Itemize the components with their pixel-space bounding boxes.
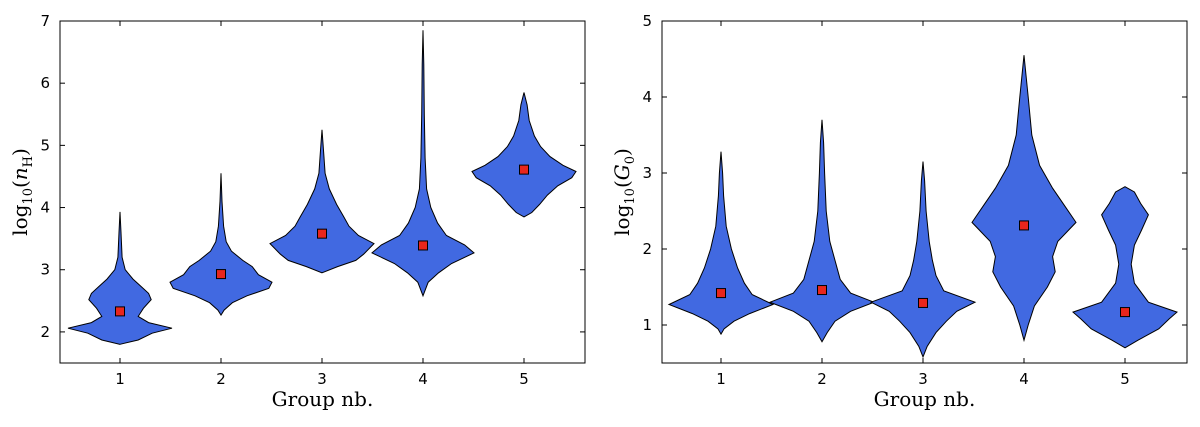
violin-group-3 [869, 161, 977, 359]
ylabel-log-subscript: 10 [623, 188, 638, 205]
x-tick-label-5: 5 [519, 370, 529, 388]
y-tick-label-4: 4 [40, 199, 50, 217]
y-tick-label-4: 4 [642, 88, 652, 106]
x-tick-label-5: 5 [1120, 370, 1130, 388]
x-tick-label-2: 2 [216, 370, 226, 388]
y-axis-label: log10(nH) [8, 148, 36, 236]
ylabel-log: log [610, 204, 634, 235]
ylabel-open-paren: ( [610, 180, 634, 188]
x-axis-label: Group nb. [272, 387, 374, 411]
violin-group-2 [169, 173, 273, 317]
y-axis-ticks: 2 3 4 5 6 7 [40, 12, 585, 341]
ylabel-variable-subscript: 0 [623, 156, 638, 164]
median-marker-group-2 [216, 269, 226, 280]
median-marker-group-2 [817, 285, 827, 296]
x-tick-label-2: 2 [817, 370, 827, 388]
x-axis-ticks: 1 2 3 4 5 [716, 21, 1130, 388]
x-tick-label-4: 4 [1019, 370, 1029, 388]
median-marker-group-5 [1120, 307, 1130, 318]
y-axis-label: log10(G0) [610, 148, 638, 236]
violin-group-5 [1072, 186, 1178, 349]
ylabel-variable: n [8, 167, 32, 180]
panel-right-g0-violins: 1 2 3 4 5 1 2 3 4 5 Group nb. log10(G0) [610, 12, 1188, 411]
median-marker-group-1 [716, 288, 726, 299]
violin-group-3 [269, 129, 375, 274]
ylabel-log-subscript: 10 [21, 188, 36, 205]
ylabel-close-paren: ) [610, 148, 634, 156]
x-tick-label-1: 1 [716, 370, 726, 388]
violin-group-5 [471, 92, 577, 218]
median-marker-group-5 [519, 164, 529, 175]
y-axis-ticks: 1 2 3 4 5 [642, 12, 1187, 334]
ylabel-close-paren: ) [8, 148, 32, 156]
y-tick-label-2: 2 [642, 240, 652, 258]
x-tick-label-4: 4 [418, 370, 428, 388]
y-tick-label-1: 1 [642, 316, 652, 334]
ylabel-variable-subscript: H [21, 156, 36, 167]
median-marker-group-3 [918, 297, 928, 308]
y-tick-label-2: 2 [40, 323, 50, 341]
plot-frame [661, 20, 1188, 364]
y-tick-label-3: 3 [40, 261, 50, 279]
ylabel-variable: G [610, 164, 634, 180]
violin-group-1 [667, 151, 775, 336]
x-axis-label: Group nb. [874, 387, 976, 411]
x-axis-ticks: 1 2 3 4 5 [115, 21, 529, 388]
violin-group-1 [67, 211, 173, 345]
y-tick-label-6: 6 [40, 74, 50, 92]
ylabel-open-paren: ( [8, 180, 32, 188]
violin-group-4 [371, 30, 475, 298]
median-marker-group-1 [115, 306, 125, 317]
y-tick-label-5: 5 [642, 12, 652, 30]
violin-group-2 [768, 119, 876, 343]
y-tick-label-3: 3 [642, 164, 652, 182]
x-tick-label-3: 3 [317, 370, 327, 388]
panel-left-nh-violins: 1 2 3 4 5 2 3 4 5 6 7 Group nb. log10(nH) [8, 12, 586, 411]
median-marker-group-4 [1019, 220, 1029, 231]
median-marker-group-4 [418, 240, 428, 251]
y-tick-label-5: 5 [40, 136, 50, 154]
x-tick-label-1: 1 [115, 370, 125, 388]
violin-group [667, 55, 1178, 359]
ylabel-log: log [8, 204, 32, 235]
median-marker-group-3 [317, 228, 327, 239]
x-tick-label-3: 3 [918, 370, 928, 388]
violin-group-4 [971, 55, 1077, 343]
y-tick-label-7: 7 [40, 12, 50, 30]
violin-group [67, 30, 577, 345]
